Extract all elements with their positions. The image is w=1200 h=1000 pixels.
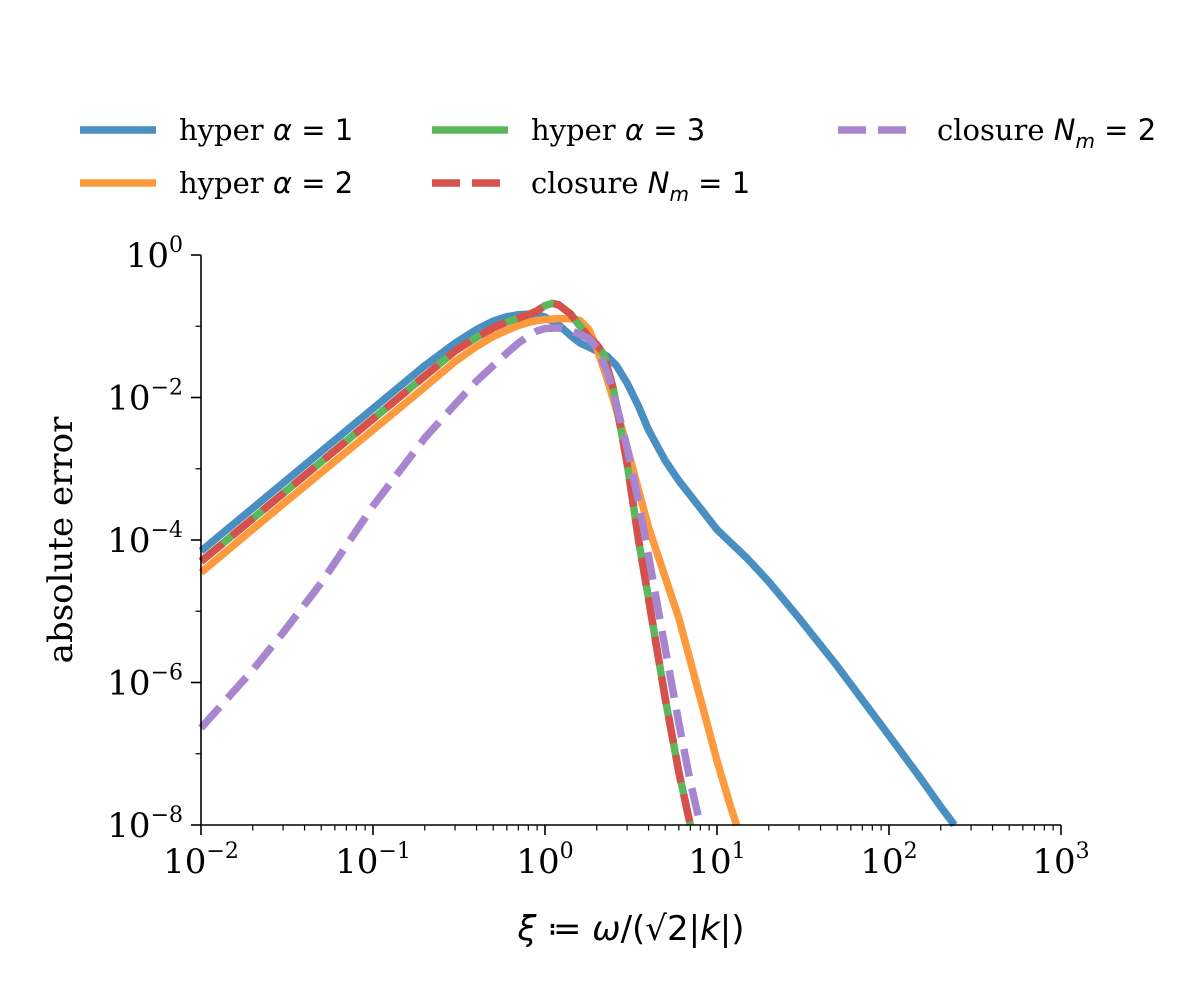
legend: hyper α = 1 hyper α = 2 hyper α = 3 closure… (80, 113, 1156, 206)
y-axis-label: absolute error (41, 416, 81, 663)
y-tick-label: 100 (126, 233, 183, 276)
y-tick-label: 10−2 (107, 376, 183, 419)
y-tick-label: 10−8 (107, 803, 183, 846)
y-tick-label: 10−6 (107, 661, 183, 704)
legend-entry-3: hyper α = 3 (432, 113, 705, 147)
y-tick-label: 10−4 (107, 518, 183, 561)
x-tick-label: 101 (688, 839, 745, 882)
ticks: 10−2 10−1 100 101 102 103 100 10−2 10−4 10−6 10−8 (107, 233, 1089, 882)
legend-label: hyper α = 1 (179, 113, 353, 147)
series-line-5 (198, 324, 704, 826)
legend-label: closure Nm = 2 (937, 113, 1156, 153)
series-line-4 (198, 299, 695, 826)
legend-entry-1: hyper α = 1 (80, 113, 353, 147)
legend-entry-4: closure Nm = 1 (432, 166, 750, 206)
series-layer (198, 299, 958, 828)
legend-label: hyper α = 3 (531, 113, 705, 147)
legend-label: hyper α = 2 (179, 166, 353, 200)
series-line-2 (198, 314, 741, 827)
axes (200, 255, 1061, 826)
x-axis-label: ξ ≔ ω/(√2|k|) (517, 909, 745, 949)
series-line-3 (198, 299, 695, 826)
legend-entry-5: closure Nm = 2 (838, 113, 1156, 153)
series-line-1 (198, 310, 958, 828)
x-tick-label: 100 (516, 839, 573, 882)
x-tick-label: 10−1 (335, 839, 411, 882)
x-tick-label: 103 (1032, 839, 1089, 882)
x-tick-label: 10−2 (163, 839, 239, 882)
legend-label: closure Nm = 1 (531, 166, 750, 206)
x-tick-label: 102 (860, 839, 917, 882)
legend-entry-2: hyper α = 2 (80, 166, 353, 200)
